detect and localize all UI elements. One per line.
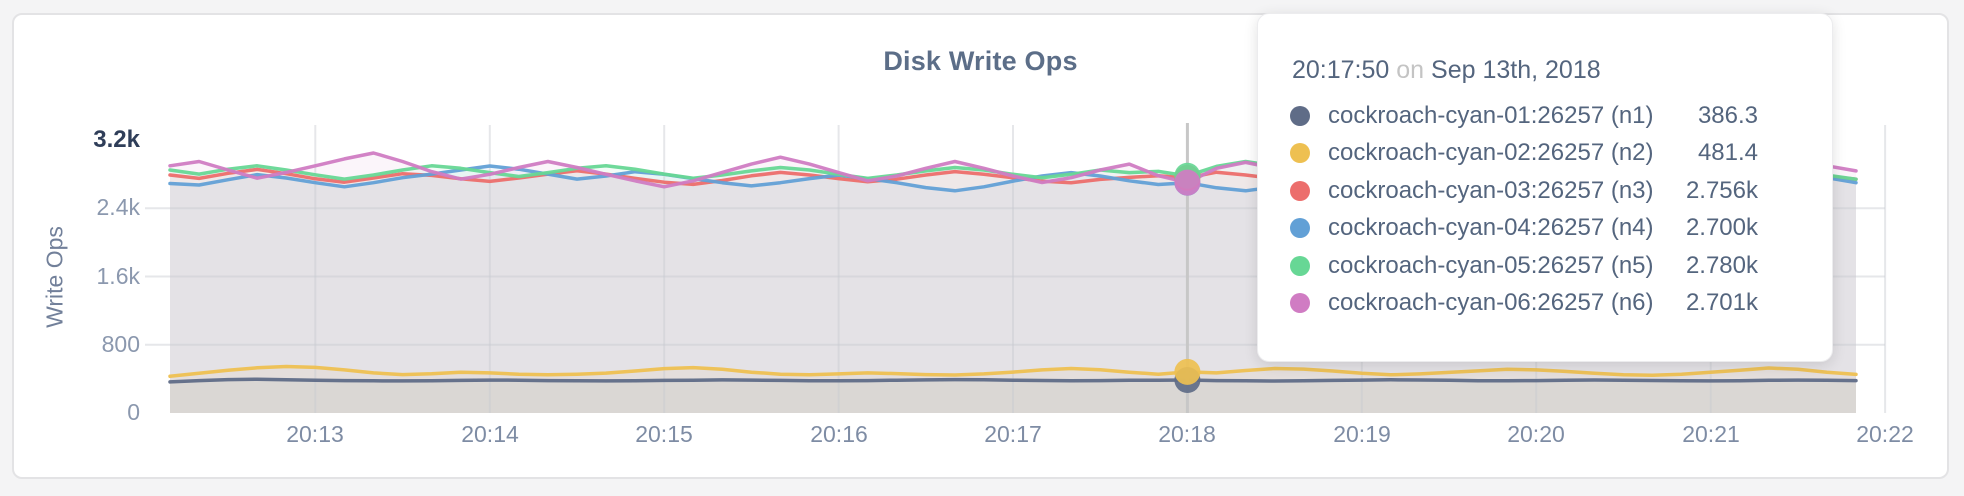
series-value: 2.701k: [1685, 289, 1758, 317]
y-tick-label: 0: [127, 399, 140, 425]
x-tick-label: 20:22: [1856, 421, 1914, 447]
tooltip-series-row: cockroach-cyan-05:26257 (n5) 2.780k: [1290, 247, 1758, 285]
series-name: cockroach-cyan-06:26257 (n6): [1328, 289, 1654, 317]
series-name: cockroach-cyan-01:26257 (n1): [1328, 101, 1654, 129]
series-area: [170, 366, 1856, 413]
series-value: 2.780k: [1685, 251, 1758, 279]
tooltip-series-row: cockroach-cyan-04:26257 (n4) 2.700k: [1290, 210, 1758, 248]
x-tick-label: 20:19: [1333, 421, 1391, 447]
series-name: cockroach-cyan-02:26257 (n2): [1328, 139, 1654, 167]
y-tick-label: 3.2k: [93, 126, 140, 153]
series-value: 481.4: [1697, 139, 1758, 167]
series-value: 386.3: [1697, 101, 1758, 129]
hover-marker: [1174, 358, 1201, 385]
series-color-dot-icon: [1290, 105, 1310, 126]
series-name: cockroach-cyan-04:26257 (n4): [1328, 214, 1654, 242]
series-color-dot-icon: [1290, 218, 1310, 239]
tooltip-header: 20:17:50 on Sep 13th, 2018: [1258, 14, 1832, 97]
series-name: cockroach-cyan-03:26257 (n3): [1328, 176, 1654, 204]
series-color-dot-icon: [1290, 143, 1310, 164]
series-line: [168, 364, 1858, 379]
tooltip-time: 20:17:50: [1292, 56, 1390, 84]
chart-title: Disk Write Ops: [883, 46, 1078, 76]
series-color-dot-icon: [1290, 293, 1310, 314]
series-area: [170, 379, 1856, 413]
x-tick-label: 20:13: [286, 421, 344, 447]
tooltip-series-row: cockroach-cyan-02:26257 (n2) 481.4: [1290, 135, 1758, 173]
series-color-dot-icon: [1290, 180, 1310, 201]
series-name: cockroach-cyan-05:26257 (n5): [1328, 251, 1654, 279]
hover-marker: [1174, 169, 1201, 196]
hover-tooltip: 20:17:50 on Sep 13th, 2018 cockroach-cya…: [1257, 13, 1833, 362]
x-tick-label: 20:14: [461, 421, 519, 447]
series-line: [168, 377, 1858, 384]
tooltip-series-row: cockroach-cyan-03:26257 (n3) 2.756k: [1290, 172, 1758, 210]
tooltip-series-row: cockroach-cyan-01:26257 (n1) 386.3: [1290, 97, 1758, 135]
y-tick-label: 2.4k: [96, 194, 140, 220]
series-color-dot-icon: [1290, 255, 1310, 276]
x-tick-label: 20:21: [1682, 421, 1740, 447]
y-tick-label: 800: [101, 331, 140, 357]
series-value: 2.700k: [1685, 214, 1758, 242]
series-value: 2.756k: [1685, 176, 1758, 204]
x-tick-label: 20:18: [1158, 421, 1216, 447]
x-tick-label: 20:20: [1507, 421, 1565, 447]
y-tick-label: 1.6k: [96, 263, 140, 289]
tooltip-series-list: cockroach-cyan-01:26257 (n1) 386.3 cockroa…: [1258, 97, 1832, 322]
x-tick-label: 20:16: [810, 421, 868, 447]
tooltip-series-row: cockroach-cyan-06:26257 (n6) 2.701k: [1290, 285, 1758, 323]
tooltip-on-word: on: [1396, 56, 1425, 84]
tooltip-date: Sep 13th, 2018: [1431, 56, 1601, 84]
x-tick-label: 20:17: [984, 421, 1042, 447]
x-tick-label: 20:15: [635, 421, 693, 447]
